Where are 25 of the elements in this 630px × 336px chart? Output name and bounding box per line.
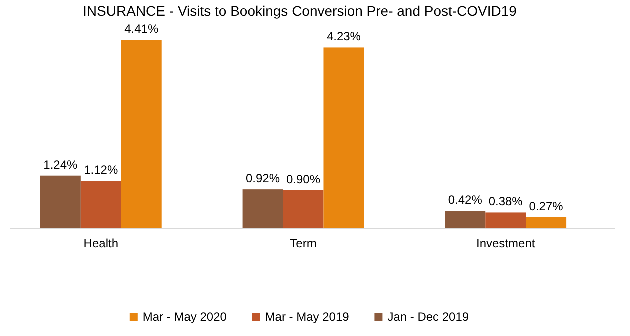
data-label: 0.90%	[286, 172, 321, 186]
bar	[526, 217, 567, 229]
x-tick-label: Health	[84, 236, 118, 251]
bar	[121, 40, 162, 229]
bar	[40, 176, 81, 229]
data-label: 1.12%	[84, 163, 118, 177]
bar	[242, 190, 284, 229]
data-label: 0.27%	[529, 199, 564, 214]
data-label: 4.41%	[124, 22, 159, 36]
x-tick-label: Term	[290, 236, 317, 251]
chart-title: INSURANCE - Visits to Bookings Conversion Pre- and Post-COVID19	[83, 3, 518, 19]
bar	[324, 48, 364, 229]
bar	[80, 181, 122, 229]
legend-label: Jan - Dec 2019	[388, 310, 470, 324]
data-label: 0.38%	[488, 194, 524, 209]
legend-label: Mar - May 2020	[142, 310, 228, 324]
legend-label: Mar - May 2019	[265, 310, 350, 324]
bar	[283, 190, 324, 229]
bar	[486, 212, 526, 229]
bar	[445, 211, 486, 229]
x-tick-label: Investment	[476, 236, 536, 251]
data-label: 1.24%	[44, 158, 78, 172]
data-label: 0.92%	[246, 172, 280, 186]
data-label: 0.42%	[448, 193, 483, 207]
data-label: 4.23%	[326, 30, 362, 44]
